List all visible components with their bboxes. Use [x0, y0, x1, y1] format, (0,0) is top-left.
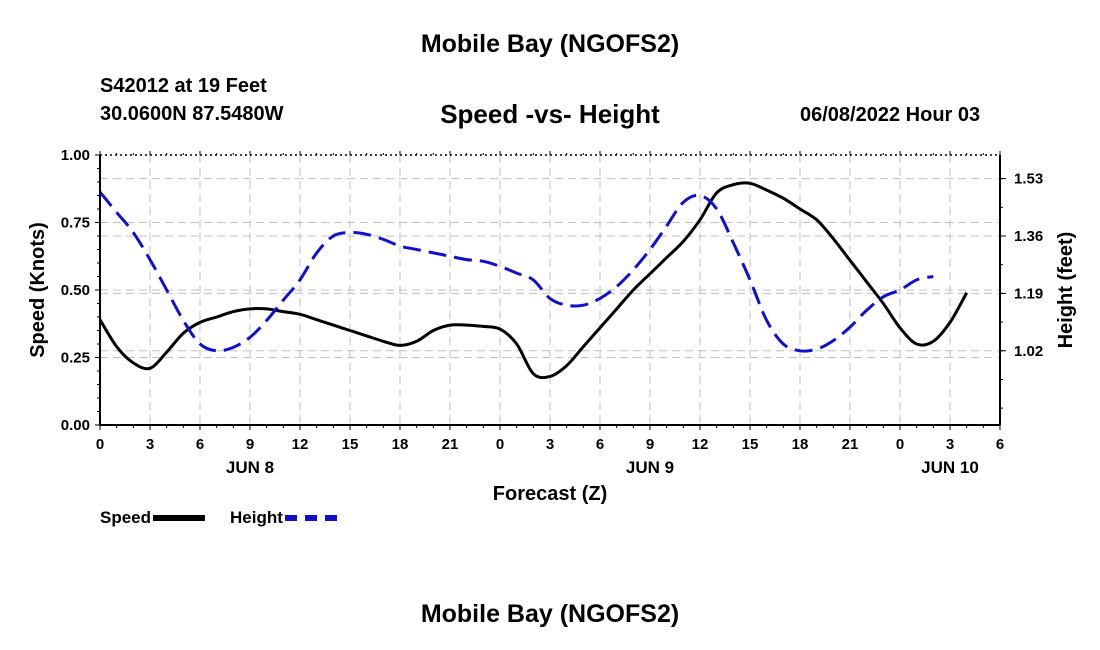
legend-speed-swatch: [153, 515, 206, 521]
x-tick-label: 21: [442, 436, 459, 453]
legend-speed-label: Speed: [100, 508, 152, 527]
x-tick-label: 0: [96, 436, 104, 453]
x-tick-label: 15: [742, 436, 759, 453]
legend-height-swatch: [284, 515, 337, 521]
y-axis-left-label: Speed (Knots): [27, 222, 49, 358]
y-left-tick-label: 1.00: [61, 147, 90, 164]
x-tick-label: 12: [692, 436, 709, 453]
plot-title: Speed -vs- Height: [440, 99, 660, 129]
y-left-tick-label: 0.00: [61, 417, 90, 434]
x-axis-label: Forecast (Z): [493, 483, 607, 505]
x-tick-label: 6: [996, 436, 1004, 453]
forecast-timestamp: 06/08/2022 Hour 03: [800, 104, 981, 126]
height-series-line: [98, 191, 934, 353]
axis-labels: Forecast (Z) Speed (Knots) Height (feet): [27, 222, 1077, 505]
y-left-tick-label: 0.75: [61, 215, 90, 232]
x-tick-label: 6: [596, 436, 604, 453]
legend-speed: Speed: [100, 508, 206, 528]
x-tick-label: 3: [546, 436, 554, 453]
speed-series-line: [98, 181, 969, 380]
station-label: S42012 at 19 Feet: [100, 75, 267, 97]
axes: 0 3 6 9 12 15 18 21 0 3 6 9 12 15 18 21 0 3 6 JUN 8 JUN 9 JUN…: [61, 147, 1043, 477]
x-tick-label: 18: [792, 436, 809, 453]
series-layer: [98, 181, 969, 380]
x-tick-label: 3: [146, 436, 154, 453]
x-tick-label: 9: [646, 436, 654, 453]
grid: [100, 155, 1000, 425]
y-right-tick-label: 1.19: [1014, 285, 1043, 302]
x-tick-label: 9: [246, 436, 254, 453]
y-left-tick-label: 0.50: [61, 282, 90, 299]
x-tick-label: 0: [496, 436, 504, 453]
y-right-tick-label: 1.53: [1014, 171, 1043, 188]
x-tick-label: 15: [342, 436, 359, 453]
day-label: JUN 10: [921, 458, 979, 477]
y-right-tick-label: 1.36: [1014, 228, 1043, 245]
y-right-tick-label: 1.02: [1014, 343, 1043, 360]
coordinates-label: 30.0600N 87.5480W: [100, 103, 284, 125]
day-label: JUN 9: [626, 458, 674, 477]
main-title: Mobile Bay (NGOFS2): [420, 30, 680, 58]
y-left-tick-label: 0.25: [61, 350, 90, 367]
legend-height: Height: [230, 508, 337, 528]
x-tick-label: 0: [896, 436, 904, 453]
x-tick-label: 18: [392, 436, 409, 453]
day-label: JUN 8: [226, 458, 274, 477]
y-axis-right-label: Height (feet): [1055, 232, 1077, 349]
x-tick-label: 3: [946, 436, 954, 453]
x-tick-label: 6: [196, 436, 204, 453]
x-tick-label: 12: [292, 436, 309, 453]
legend-height-label: Height: [230, 508, 283, 527]
x-tick-label: 21: [842, 436, 859, 453]
bottom-title: Mobile Bay (NGOFS2): [420, 600, 680, 628]
